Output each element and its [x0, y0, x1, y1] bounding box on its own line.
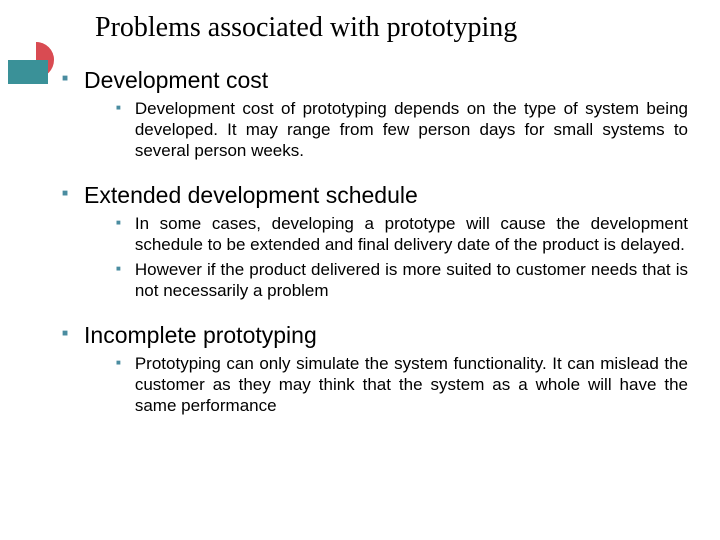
bullet-icon: ■ [62, 321, 68, 347]
slide-title: Problems associated with prototyping [95, 12, 517, 44]
point-text: However if the product delivered is more… [135, 259, 688, 301]
point-text: Development cost of prototyping depends … [135, 98, 688, 161]
section-heading: ■ Extended development schedule [62, 181, 688, 209]
bullet-icon: ■ [116, 259, 121, 279]
point-text: In some cases, developing a prototype wi… [135, 213, 688, 255]
section-point: ■ Prototyping can only simulate the syst… [116, 353, 688, 416]
slide-body: ■ Development cost ■ Development cost of… [62, 60, 688, 420]
point-text: Prototyping can only simulate the system… [135, 353, 688, 416]
slide: Problems associated with prototyping ■ D… [0, 0, 720, 540]
bullet-icon: ■ [116, 353, 121, 373]
section-point: ■ Development cost of prototyping depend… [116, 98, 688, 161]
bullet-icon: ■ [62, 66, 68, 92]
bullet-icon: ■ [116, 213, 121, 233]
heading-text: Extended development schedule [84, 181, 418, 209]
heading-text: Development cost [84, 66, 268, 94]
section-point: ■ However if the product delivered is mo… [116, 259, 688, 301]
bullet-icon: ■ [116, 98, 121, 118]
section-heading: ■ Development cost [62, 66, 688, 94]
heading-text: Incomplete prototyping [84, 321, 317, 349]
section-heading: ■ Incomplete prototyping [62, 321, 688, 349]
bullet-icon: ■ [62, 181, 68, 207]
section-point: ■ In some cases, developing a prototype … [116, 213, 688, 255]
accent-graphic [8, 42, 66, 90]
